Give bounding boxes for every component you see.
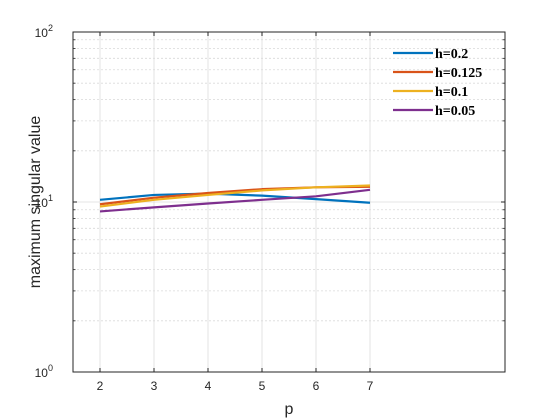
legend-label: h=0.2 — [435, 47, 468, 62]
x-tick-label: 3 — [151, 379, 158, 393]
legend-label: h=0.1 — [435, 85, 468, 100]
legend-label: h=0.05 — [435, 104, 475, 119]
series-lines — [99, 184, 371, 213]
x-axis-label: p — [285, 401, 294, 418]
x-tick-label: 5 — [259, 379, 266, 393]
series-line-3 — [99, 184, 371, 208]
y-tick-label: 100 — [35, 363, 53, 380]
y-tick-label: 101 — [35, 193, 53, 210]
series-line-1 — [99, 192, 371, 204]
y-tick-label: 102 — [35, 23, 53, 40]
x-tick-label: 7 — [367, 379, 374, 393]
legend-label: h=0.125 — [435, 66, 482, 81]
x-tick-label: 4 — [205, 379, 212, 393]
y-axis-label: maximum singular value — [27, 116, 44, 289]
ticks: 2 3 4 5 6 7 100 101 102 — [35, 23, 505, 393]
x-tick-label: 6 — [313, 379, 320, 393]
x-tick-label: 2 — [97, 379, 104, 393]
series-line-4 — [99, 188, 371, 213]
legend: h=0.2 h=0.125 h=0.1 h=0.05 — [393, 47, 482, 119]
